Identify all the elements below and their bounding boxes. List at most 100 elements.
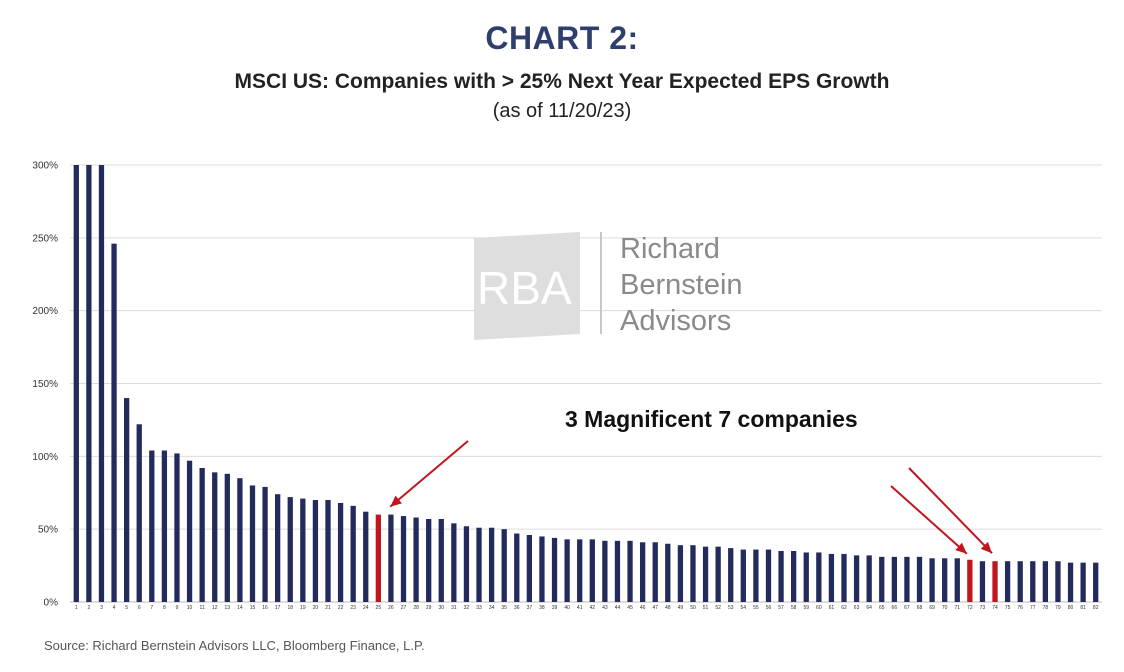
bar [212,472,218,602]
bar [526,534,533,602]
gridlines [70,164,1102,603]
x-tick-label: 10 [187,605,193,611]
x-tick-label: 16 [262,605,268,611]
x-tick-label: 62 [841,605,847,611]
bar [287,497,293,602]
x-tick-label: 79 [1055,605,1061,611]
x-tick-label: 26 [388,605,394,611]
bar [337,502,344,602]
bar-highlighted [967,559,973,602]
x-tick-label: 21 [325,605,331,611]
x-tick-label: 52 [715,605,721,611]
x-tick-label: 59 [803,605,809,611]
y-axis-ticks: 0% 50% 100% 150% 200% 250% 300% [32,161,58,609]
watermark-mark: RBA [477,262,572,314]
x-tick-label: 61 [829,605,835,611]
bar [325,500,331,602]
x-tick-label: 50 [690,605,696,611]
x-tick-label: 74 [992,605,998,611]
x-tick-label: 38 [539,605,545,611]
bar [1093,562,1099,602]
x-tick-label: 24 [363,605,369,611]
x-tick-label: 65 [879,605,885,611]
x-tick-label: 6 [138,605,141,611]
bar [476,527,482,602]
bar [702,546,709,602]
x-tick-label: 55 [753,605,759,611]
bar [451,523,457,602]
x-tick-label: 17 [275,605,281,611]
bar [111,243,117,602]
x-tick-label: 41 [577,605,583,611]
x-tick-label: 35 [501,605,507,611]
bar [677,545,684,602]
bar [174,453,180,602]
bar [1067,562,1074,602]
x-tick-label: 33 [476,605,482,611]
y-tick-label: 200% [32,306,58,317]
bar [514,533,520,602]
bar [715,546,721,602]
x-tick-label: 14 [237,605,243,611]
y-tick-label: 250% [32,233,58,244]
rba-watermark: RBA Richard Bernstein Advisors [474,232,743,340]
x-tick-label: 78 [1043,605,1049,611]
bar [413,517,419,602]
x-tick-label: 43 [602,605,608,611]
bar [300,498,306,602]
bar [161,450,168,602]
bar [942,558,948,602]
x-tick-label: 36 [514,605,520,611]
bar [954,558,960,602]
bar-highlighted [375,514,381,602]
x-tick-label: 28 [413,605,419,611]
bar [488,527,495,602]
bar [979,561,986,602]
source-note: Source: Richard Bernstein Advisors LLC, … [44,638,425,653]
bar [916,556,923,602]
bar [765,549,772,602]
x-tick-label: 9 [176,605,179,611]
x-tick-label: 3 [100,605,103,611]
x-tick-label: 12 [212,605,218,611]
bar [690,545,696,602]
bar [149,450,155,602]
bar [602,540,608,602]
bar [551,537,558,602]
bar [1042,561,1049,602]
x-tick-label: 27 [401,605,407,611]
bar [501,529,507,602]
arrow-line [890,485,968,555]
bar [904,556,910,602]
bar [577,539,583,602]
x-tick-label: 44 [615,605,621,611]
x-tick-label: 77 [1030,605,1036,611]
bar [224,473,230,602]
x-tick-label: 72 [967,605,973,611]
bar [98,165,105,602]
bar [438,518,444,602]
x-tick-label: 80 [1068,605,1074,611]
bar [791,551,797,602]
bar [1080,562,1086,602]
annotation-text: 3 Magnificent 7 companies [565,406,858,432]
x-tick-label: 15 [250,605,256,611]
bar [1017,561,1023,602]
bars [73,165,1099,602]
bar [627,540,633,602]
bar [73,165,79,602]
bar [803,552,809,602]
arrow-line [389,440,469,508]
x-tick-label: 48 [665,605,671,611]
x-tick-label: 18 [287,605,293,611]
bar [199,467,205,602]
bar [463,526,470,602]
x-tick-label: 8 [163,605,166,611]
bar [753,549,759,602]
bar [740,549,746,602]
bar [879,556,885,602]
x-tick-label: 23 [350,605,356,611]
x-tick-label: 25 [376,605,382,611]
x-tick-label: 22 [338,605,344,611]
